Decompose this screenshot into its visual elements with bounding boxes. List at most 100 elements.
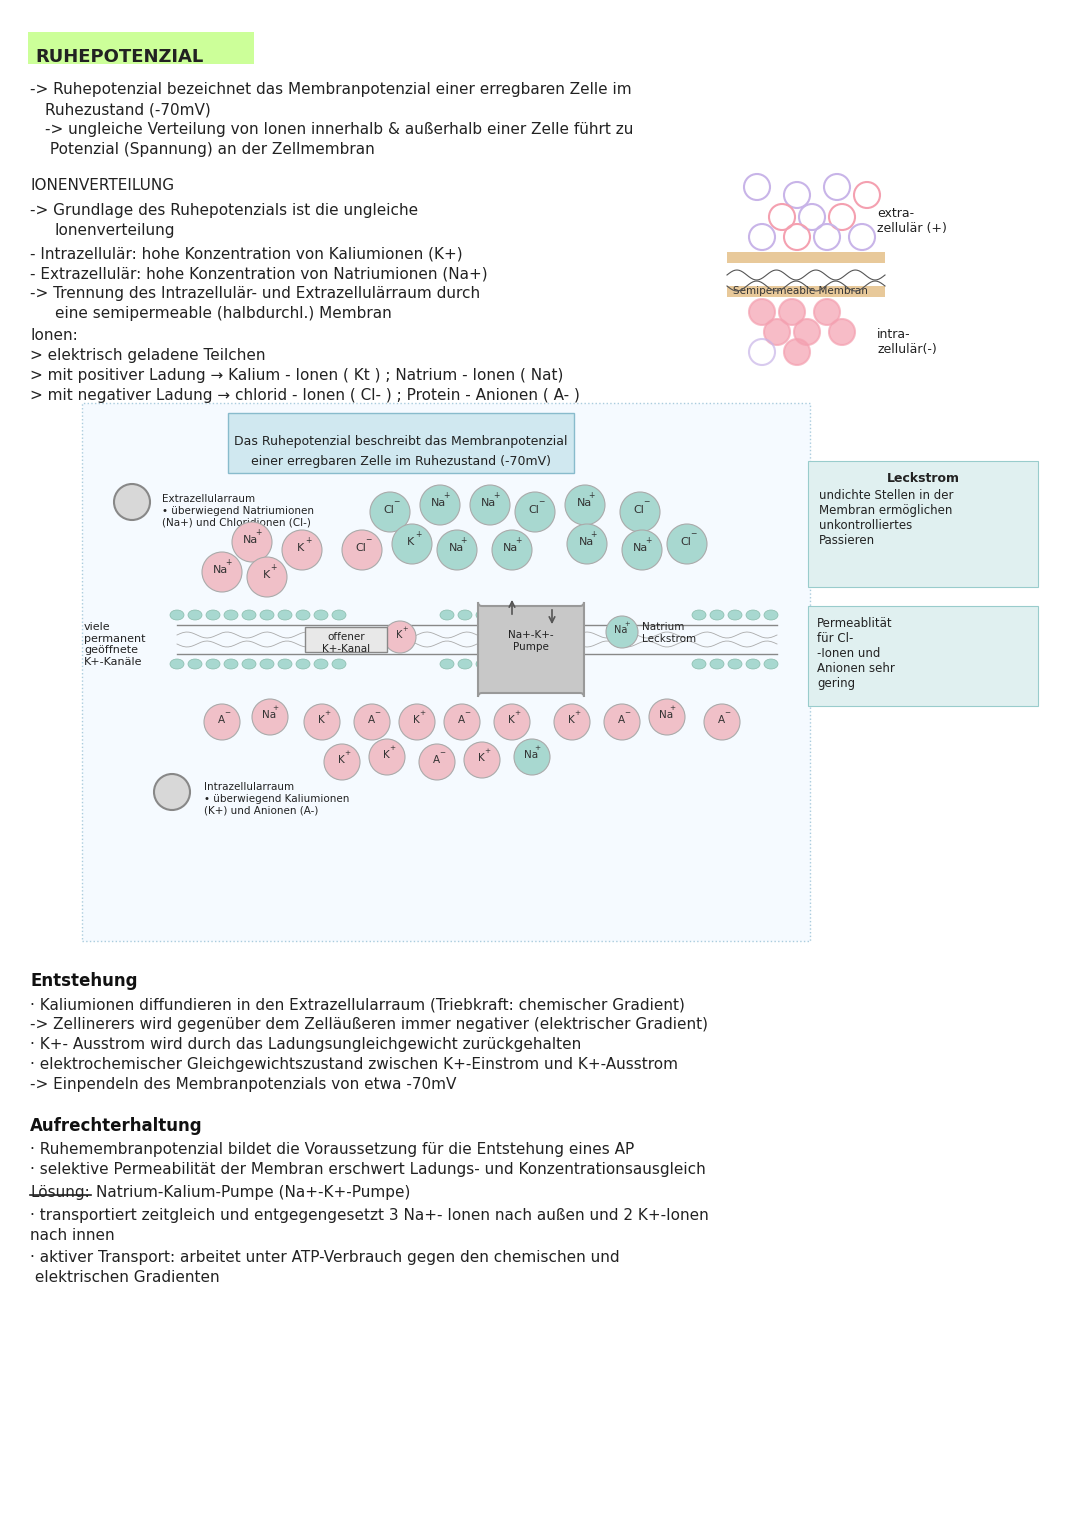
Ellipse shape bbox=[728, 659, 742, 669]
Circle shape bbox=[232, 523, 272, 562]
Text: +: + bbox=[492, 490, 499, 500]
Ellipse shape bbox=[440, 659, 454, 669]
Ellipse shape bbox=[764, 659, 778, 669]
Text: Na: Na bbox=[524, 750, 538, 759]
Text: nach innen: nach innen bbox=[30, 1229, 114, 1242]
Circle shape bbox=[369, 740, 405, 775]
Text: +: + bbox=[420, 711, 426, 717]
Ellipse shape bbox=[296, 610, 310, 620]
Text: > elektrisch geladene Teilchen: > elektrisch geladene Teilchen bbox=[30, 348, 266, 364]
Ellipse shape bbox=[746, 610, 760, 620]
Ellipse shape bbox=[206, 659, 220, 669]
Ellipse shape bbox=[224, 659, 238, 669]
Circle shape bbox=[204, 704, 240, 740]
Text: +: + bbox=[305, 535, 311, 544]
Text: +: + bbox=[390, 746, 395, 750]
Text: −: − bbox=[624, 711, 631, 717]
Text: Na: Na bbox=[615, 625, 627, 636]
Text: eine semipermeable (halbdurchl.) Membran: eine semipermeable (halbdurchl.) Membran bbox=[55, 306, 392, 321]
FancyBboxPatch shape bbox=[305, 626, 387, 652]
Ellipse shape bbox=[278, 659, 292, 669]
Circle shape bbox=[444, 704, 480, 740]
Text: +: + bbox=[485, 749, 490, 753]
Text: +: + bbox=[460, 535, 467, 544]
Circle shape bbox=[420, 484, 460, 526]
Text: A: A bbox=[618, 715, 624, 724]
Text: +: + bbox=[443, 490, 449, 500]
Text: offener
K+-Kanal: offener K+-Kanal bbox=[322, 633, 370, 654]
Circle shape bbox=[604, 704, 640, 740]
FancyBboxPatch shape bbox=[808, 461, 1038, 587]
Text: - Intrazellulär: hohe Konzentration von Kaliumionen (K+): - Intrazellulär: hohe Konzentration von … bbox=[30, 246, 462, 261]
Text: −: − bbox=[538, 498, 544, 506]
Text: +: + bbox=[645, 535, 651, 544]
Text: +: + bbox=[225, 558, 231, 567]
Circle shape bbox=[784, 339, 810, 365]
Ellipse shape bbox=[260, 659, 274, 669]
Text: RUHEPOTENZIAL: RUHEPOTENZIAL bbox=[35, 47, 203, 66]
Text: Na: Na bbox=[262, 711, 276, 720]
Text: Potenzial (Spannung) an der Zellmembran: Potenzial (Spannung) an der Zellmembran bbox=[45, 142, 375, 157]
Circle shape bbox=[764, 319, 789, 345]
Text: Aufrechterhaltung: Aufrechterhaltung bbox=[30, 1117, 203, 1135]
Text: Ionen:: Ionen: bbox=[30, 329, 78, 342]
Text: Na: Na bbox=[448, 542, 463, 553]
Text: +: + bbox=[403, 626, 408, 633]
Circle shape bbox=[779, 299, 805, 325]
Ellipse shape bbox=[206, 610, 220, 620]
Circle shape bbox=[384, 620, 416, 652]
Ellipse shape bbox=[692, 659, 706, 669]
Text: - Extrazellulär: hohe Konzentration von Natriumionen (Na+): - Extrazellulär: hohe Konzentration von … bbox=[30, 266, 488, 281]
Ellipse shape bbox=[242, 610, 256, 620]
Circle shape bbox=[324, 744, 360, 779]
Ellipse shape bbox=[296, 659, 310, 669]
Text: IONENVERTEILUNG: IONENVERTEILUNG bbox=[30, 177, 174, 193]
Ellipse shape bbox=[224, 610, 238, 620]
Circle shape bbox=[399, 704, 435, 740]
Ellipse shape bbox=[476, 610, 490, 620]
Text: Na: Na bbox=[503, 542, 518, 553]
Text: > mit positiver Ladung → Kalium - Ionen ( Kt ) ; Natrium - Ionen ( Nat): > mit positiver Ladung → Kalium - Ionen … bbox=[30, 368, 564, 384]
Ellipse shape bbox=[242, 659, 256, 669]
Text: -> Einpendeln des Membranpotenzials von etwa -70mV: -> Einpendeln des Membranpotenzials von … bbox=[30, 1077, 457, 1093]
Ellipse shape bbox=[710, 610, 724, 620]
Text: +: + bbox=[670, 704, 676, 711]
Circle shape bbox=[370, 492, 410, 532]
Text: · elektrochemischer Gleichgewichtszustand zwischen K+-Einstrom und K+-Ausstrom: · elektrochemischer Gleichgewichtszustan… bbox=[30, 1057, 678, 1073]
Text: elektrischen Gradienten: elektrischen Gradienten bbox=[30, 1270, 219, 1285]
Text: K: K bbox=[297, 542, 305, 553]
Text: · K+- Ausstrom wird durch das Ladungsungleichgewicht zurückgehalten: · K+- Ausstrom wird durch das Ladungsung… bbox=[30, 1038, 581, 1051]
Text: +: + bbox=[575, 711, 581, 717]
FancyBboxPatch shape bbox=[228, 413, 573, 474]
Ellipse shape bbox=[710, 659, 724, 669]
Text: A: A bbox=[217, 715, 225, 724]
Text: −: − bbox=[365, 535, 372, 544]
Text: Cl: Cl bbox=[680, 536, 691, 547]
Ellipse shape bbox=[512, 610, 526, 620]
Circle shape bbox=[342, 530, 382, 570]
Text: −: − bbox=[393, 498, 400, 506]
Text: Extrazellularraum
• überwiegend Natriumionen
(Na+) und Chloridionen (Cl-): Extrazellularraum • überwiegend Natriumi… bbox=[162, 494, 314, 527]
Ellipse shape bbox=[728, 610, 742, 620]
Text: A: A bbox=[717, 715, 725, 724]
Text: −: − bbox=[643, 498, 649, 506]
Text: +: + bbox=[255, 527, 261, 536]
Circle shape bbox=[829, 319, 855, 345]
Text: Na: Na bbox=[633, 542, 649, 553]
Text: viele
permanent
geöffnete
K+-Kanäle: viele permanent geöffnete K+-Kanäle bbox=[84, 622, 146, 666]
Ellipse shape bbox=[692, 610, 706, 620]
Ellipse shape bbox=[188, 610, 202, 620]
Ellipse shape bbox=[332, 610, 346, 620]
Circle shape bbox=[514, 740, 550, 775]
Text: +: + bbox=[590, 530, 596, 538]
Circle shape bbox=[303, 704, 340, 740]
Text: −: − bbox=[375, 711, 381, 717]
Text: −: − bbox=[690, 530, 697, 538]
Text: K: K bbox=[413, 715, 419, 724]
Circle shape bbox=[354, 704, 390, 740]
Circle shape bbox=[704, 704, 740, 740]
Ellipse shape bbox=[494, 659, 508, 669]
Circle shape bbox=[494, 704, 530, 740]
Circle shape bbox=[492, 530, 532, 570]
Text: Intrazellularraum
• überwiegend Kaliumionen
(K+) und Anionen (A-): Intrazellularraum • überwiegend Kaliumio… bbox=[204, 782, 349, 816]
